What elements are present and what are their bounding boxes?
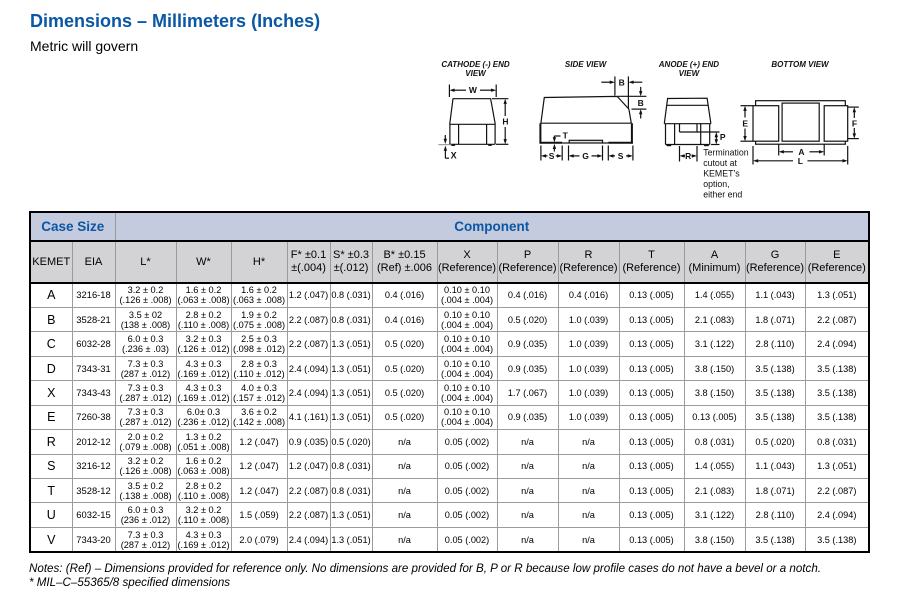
svg-text:A: A <box>798 147 804 157</box>
svg-text:X: X <box>451 150 457 160</box>
svg-text:option,: option, <box>703 179 729 189</box>
svg-text:F: F <box>852 118 857 128</box>
svg-text:G: G <box>582 151 589 161</box>
svg-text:VIEW: VIEW <box>465 69 487 78</box>
svg-text:R: R <box>685 151 691 161</box>
svg-text:L: L <box>798 156 803 166</box>
svg-text:CATHODE (-) END: CATHODE (-) END <box>441 60 510 69</box>
svg-text:P: P <box>720 132 726 142</box>
svg-text:ANODE (+) END: ANODE (+) END <box>658 60 719 69</box>
svg-text:B: B <box>619 77 625 87</box>
svg-text:BOTTOM VIEW: BOTTOM VIEW <box>771 60 830 69</box>
svg-text:S: S <box>549 151 555 161</box>
svg-text:E: E <box>742 118 748 128</box>
svg-text:B: B <box>638 98 644 108</box>
svg-text:T: T <box>563 131 569 141</box>
svg-text:S: S <box>618 151 624 161</box>
svg-text:either end: either end <box>703 190 742 200</box>
svg-text:Termination: Termination <box>703 148 749 158</box>
svg-text:SIDE VIEW: SIDE VIEW <box>565 60 608 69</box>
svg-text:H: H <box>502 117 508 127</box>
svg-text:VIEW: VIEW <box>679 69 701 78</box>
svg-text:cutout at: cutout at <box>703 158 737 168</box>
svg-text:W: W <box>469 85 478 95</box>
svg-text:KEMET’s: KEMET’s <box>703 169 740 179</box>
